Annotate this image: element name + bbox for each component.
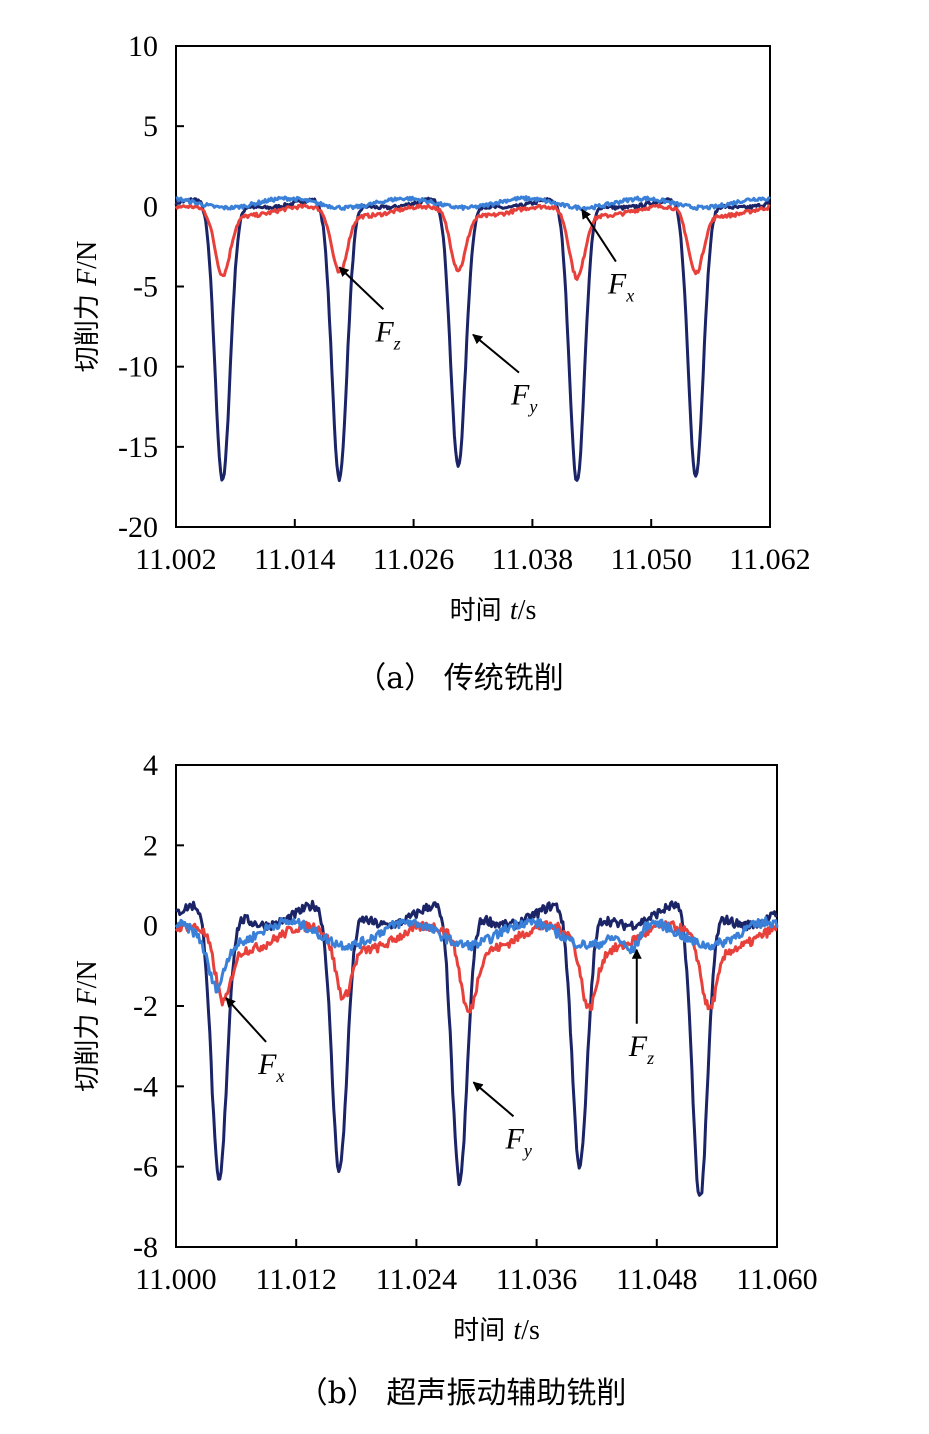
y-axis-label-unit: /N bbox=[72, 241, 103, 269]
x-tick-label: 11.000 bbox=[135, 1263, 216, 1296]
x-axis-label-var: t bbox=[510, 595, 519, 626]
annotation-letter: F bbox=[607, 268, 627, 301]
x-tick-label: 11.050 bbox=[611, 543, 692, 576]
plot-frame bbox=[175, 764, 778, 1248]
chart-panel-b: 11.000 11.012 11.024 11.036 11.048 11.060 4 2 0 -… bbox=[72, 749, 818, 1411]
series-line-fy bbox=[175, 899, 778, 1197]
annotation-subscript: y bbox=[527, 397, 537, 417]
annotation-letter: F bbox=[504, 1122, 524, 1155]
y-tick-label: -10 bbox=[118, 351, 158, 384]
x-tick-label: 11.024 bbox=[376, 1263, 457, 1296]
series-line-fx bbox=[175, 195, 771, 212]
annotation-label-fz: Fz bbox=[628, 1030, 654, 1068]
x-tick-label: 11.062 bbox=[729, 543, 810, 576]
y-tick-label: -20 bbox=[118, 511, 158, 544]
x-tick-label: 11.038 bbox=[492, 543, 573, 576]
y-axis-label: 切削力 F/N bbox=[72, 241, 103, 372]
x-tick-label: 11.048 bbox=[616, 1263, 697, 1296]
y-axis-label: 切削力 F/N bbox=[72, 960, 103, 1091]
y-tick-label: -5 bbox=[133, 271, 158, 304]
annotation-subscript: z bbox=[646, 1048, 654, 1068]
annotation-subscript: x bbox=[275, 1066, 284, 1086]
annotation-label-fz: Fz bbox=[374, 315, 400, 353]
annotation-letter: F bbox=[628, 1030, 648, 1063]
annotation-label-fy: Fy bbox=[510, 379, 537, 417]
y-axis-label-text: 切削力 bbox=[73, 1005, 103, 1091]
annotation-arrow bbox=[225, 997, 267, 1043]
y-tick-label: 10 bbox=[128, 30, 158, 63]
annotation-label-fy: Fy bbox=[504, 1122, 531, 1160]
y-tick-label: 0 bbox=[143, 910, 158, 943]
annotation-subscript: z bbox=[393, 333, 401, 353]
annotation-letter: F bbox=[257, 1048, 277, 1081]
annotation-subscript: x bbox=[625, 286, 634, 306]
annotation-label-fx: Fx bbox=[607, 268, 634, 306]
x-tick-label: 11.060 bbox=[736, 1263, 817, 1296]
figure-caption: （b） 超声振动辅助铣削 bbox=[298, 1376, 627, 1411]
series-line-fz bbox=[174, 920, 779, 1014]
y-tick-label: 5 bbox=[143, 110, 158, 143]
x-axis-label: 时间 t/s bbox=[453, 1315, 540, 1346]
x-tick-label: 11.036 bbox=[496, 1263, 577, 1296]
series-line-fy bbox=[174, 196, 771, 483]
x-tick-label: 11.012 bbox=[256, 1263, 337, 1296]
x-tick-label: 11.014 bbox=[254, 543, 335, 576]
y-axis-label-text: 切削力 bbox=[73, 286, 103, 372]
annotation-letter: F bbox=[510, 379, 530, 412]
y-tick-label: 4 bbox=[143, 749, 158, 782]
plot-frame bbox=[175, 45, 771, 528]
y-tick-label: 0 bbox=[143, 190, 158, 223]
y-tick-label: -4 bbox=[133, 1070, 158, 1103]
series-line-fz bbox=[174, 203, 771, 281]
series-line-fx bbox=[174, 916, 779, 994]
annotation-letter: F bbox=[374, 315, 394, 348]
y-axis-label-var: F bbox=[72, 268, 103, 287]
chart-panel-a: 11.002 11.014 11.026 11.038 11.050 11.062 10 5 0… bbox=[72, 30, 811, 696]
annotation-arrow bbox=[472, 1081, 515, 1118]
x-axis-label: 时间 t/s bbox=[450, 595, 537, 626]
y-tick-label: -15 bbox=[118, 431, 158, 464]
x-axis-label-text: 时间 bbox=[453, 1316, 513, 1346]
x-axis-label-unit: /s bbox=[518, 595, 537, 626]
annotation-arrow bbox=[472, 333, 520, 374]
annotation-label-fx: Fx bbox=[257, 1048, 284, 1086]
y-tick-label: -6 bbox=[133, 1151, 158, 1184]
x-axis-label-var: t bbox=[513, 1315, 522, 1346]
annotation-arrow bbox=[581, 208, 617, 263]
y-axis-label-var: F bbox=[72, 987, 103, 1006]
y-tick-label: 2 bbox=[143, 829, 158, 862]
y-tick-label: -2 bbox=[133, 990, 158, 1023]
x-axis-label-text: 时间 bbox=[450, 596, 510, 626]
x-tick-label: 11.026 bbox=[373, 543, 454, 576]
annotation-arrow bbox=[338, 266, 385, 310]
x-axis-label-unit: /s bbox=[521, 1315, 540, 1346]
annotation-subscript: y bbox=[522, 1140, 532, 1160]
x-tick-label: 11.002 bbox=[135, 543, 216, 576]
y-tick-label: -8 bbox=[133, 1231, 158, 1264]
figure-caption: （a） 传统铣削 bbox=[356, 661, 563, 696]
y-axis-label-unit: /N bbox=[72, 960, 103, 988]
